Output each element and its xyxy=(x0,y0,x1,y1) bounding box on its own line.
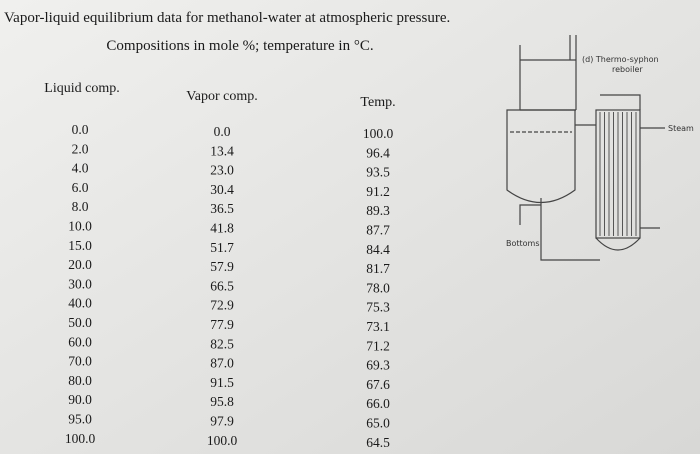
table-cell: 60.0 xyxy=(68,334,92,349)
table-cell: 81.7 xyxy=(366,261,390,276)
table-cell: 8.0 xyxy=(72,199,89,214)
table-cell: 91.2 xyxy=(366,184,390,199)
table-cell: 10.0 xyxy=(68,219,92,234)
table-cell: 67.6 xyxy=(366,377,390,392)
column-header: Liquid comp. xyxy=(44,81,119,96)
table-cell: 0.0 xyxy=(72,122,89,137)
table-cell: 87.7 xyxy=(366,223,390,238)
table-cell: 78.0 xyxy=(366,280,390,295)
table-cell: 73.1 xyxy=(366,319,390,334)
title-line1: Vapor-liquid equilibrium data for methan… xyxy=(4,10,450,26)
table-cell: 41.8 xyxy=(210,221,234,236)
table-cell: 15.0 xyxy=(68,238,92,253)
table-cell: 65.0 xyxy=(366,416,390,431)
table-cell: 90.0 xyxy=(68,392,92,407)
reboiler-diagram: (d) Thermo-syphon reboiler Steam Bottoms xyxy=(506,35,694,261)
table-cell: 91.5 xyxy=(210,375,234,390)
table-cell: 13.4 xyxy=(210,143,234,158)
title-line2: Compositions in mole %; temperature in °… xyxy=(106,38,373,54)
table-cell: 69.3 xyxy=(366,358,390,373)
table-cell: 71.2 xyxy=(366,338,390,353)
table-cell: 30.4 xyxy=(210,182,234,197)
table-cell: 95.0 xyxy=(68,412,92,427)
table-cell: 70.0 xyxy=(68,354,92,369)
table-cell: 87.0 xyxy=(210,356,234,371)
table-cell: 64.5 xyxy=(366,435,390,450)
table-cell: 50.0 xyxy=(68,315,92,330)
table-cell: 66.0 xyxy=(366,396,390,411)
table-cell: 80.0 xyxy=(68,373,92,388)
table-cell: 93.5 xyxy=(366,165,390,180)
table-cell: 40.0 xyxy=(68,296,92,311)
table-cell: 36.5 xyxy=(210,201,234,216)
table-cell: 0.0 xyxy=(214,124,231,139)
table-cell: 95.8 xyxy=(210,394,234,409)
table-cell: 100.0 xyxy=(207,433,238,448)
table-cell: 30.0 xyxy=(68,276,92,291)
steam-label: Steam xyxy=(668,124,694,133)
table-cell: 57.9 xyxy=(210,259,234,274)
diagram-label: reboiler xyxy=(612,65,643,74)
bottoms-label: Bottoms xyxy=(506,239,540,248)
table-cell: 66.5 xyxy=(210,278,234,293)
table-cell: 100.0 xyxy=(65,431,96,446)
table-cell: 6.0 xyxy=(72,180,89,195)
diagram-label: (d) Thermo-syphon xyxy=(582,55,659,64)
table-cell: 100.0 xyxy=(363,126,394,141)
table-cell: 82.5 xyxy=(210,336,234,351)
table-cell: 97.9 xyxy=(210,414,234,429)
table-cell: 72.9 xyxy=(210,298,234,313)
table-cell: 77.9 xyxy=(210,317,234,332)
column-header: Temp. xyxy=(360,95,395,110)
table-cell: 89.3 xyxy=(366,203,390,218)
table-cell: 2.0 xyxy=(72,141,89,156)
table-cell: 23.0 xyxy=(210,163,234,178)
table-cell: 4.0 xyxy=(72,161,89,176)
table-cell: 96.4 xyxy=(366,145,390,160)
column-header: Vapor comp. xyxy=(186,89,258,104)
table-cell: 75.3 xyxy=(366,300,390,315)
table-cell: 51.7 xyxy=(210,240,234,255)
table-cell: 84.4 xyxy=(366,242,390,257)
table-cell: 20.0 xyxy=(68,257,92,272)
